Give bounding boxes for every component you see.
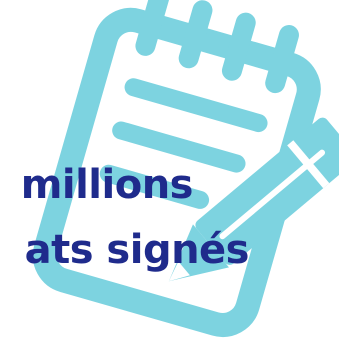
pencil-icon	[168, 117, 339, 282]
